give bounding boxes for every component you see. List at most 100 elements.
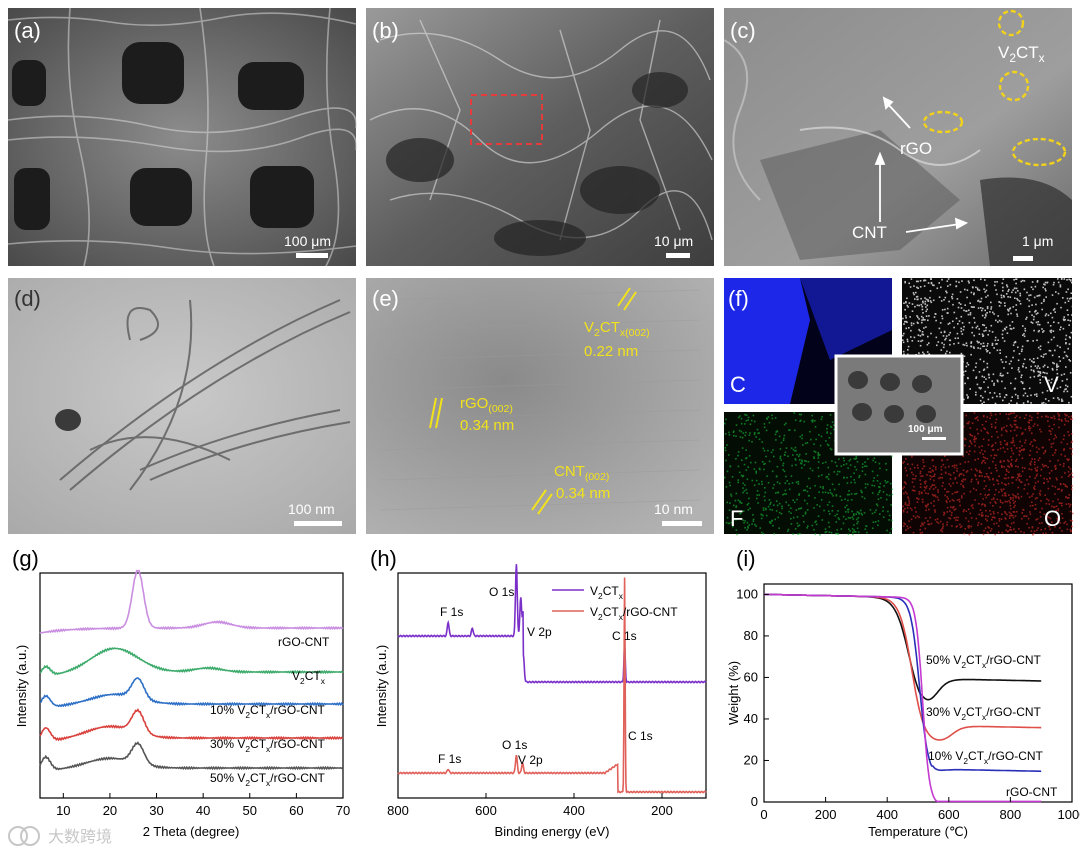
rgo-lattice-label: rGO(002)​ bbox=[460, 395, 513, 415]
panel-d-image bbox=[8, 278, 356, 534]
panel-b-letter: (b) bbox=[372, 18, 399, 43]
panel-b: (b) 10 μm bbox=[366, 8, 714, 266]
chart-g-ylabel: Intensity (a.u.) bbox=[14, 645, 29, 727]
xrd-tick-label: 50 bbox=[243, 803, 257, 818]
watermark: 大数跨境 bbox=[8, 826, 112, 846]
xrd-series-label: V2​CTx​ bbox=[292, 669, 326, 686]
vctx-lattice-spacing: 0.22 nm bbox=[584, 343, 638, 360]
panel-e: V2​CTx(002)​ 0.22 nm rGO(002)​ 0.34 nm C… bbox=[366, 278, 714, 534]
tga-series-label: 10% V2​CTx​/rGO-CNT bbox=[928, 749, 1044, 766]
panel-c-scalebar bbox=[1013, 256, 1033, 261]
xrd-tick-label: 30 bbox=[149, 803, 163, 818]
tga-y-tick-label: 20 bbox=[744, 752, 758, 767]
tga-x-tick-label: 600 bbox=[938, 807, 960, 822]
panel-e-scale-text: 10 nm bbox=[654, 501, 693, 517]
chart-h-legend: V2​CTx​ V2​CTx​/rGO-CNT bbox=[552, 584, 678, 622]
chart-h: (h) 800 600 400 200 V2​CTx​ V2​CTx​/rGO-CNT… bbox=[370, 546, 707, 839]
xrd-line bbox=[39, 647, 344, 676]
xrd-tick-label: 60 bbox=[289, 803, 303, 818]
particle bbox=[55, 409, 81, 431]
rgo-lattice-spacing: 0.34 nm bbox=[460, 417, 514, 434]
chart-h-series bbox=[397, 564, 707, 794]
xrd-line bbox=[39, 741, 344, 771]
f-inset-holes bbox=[848, 371, 936, 423]
xps-tick-label: 200 bbox=[651, 803, 673, 818]
tga-y-tick-label: 80 bbox=[744, 628, 758, 643]
cnt-lattice-label: CNT(002)​ bbox=[554, 463, 609, 483]
chart-g-xlabel: 2 Theta (degree) bbox=[143, 824, 240, 839]
panel-f: 100 μm (f) C V F O bbox=[724, 278, 1074, 536]
panel-b-scalebar bbox=[666, 253, 690, 258]
xrd-tick-label: 40 bbox=[196, 803, 210, 818]
panel-e-letter: (e) bbox=[372, 286, 399, 311]
sheet-shadow bbox=[980, 177, 1072, 266]
panel-d-scale-text: 100 nm bbox=[288, 501, 335, 517]
tga-x-tick-label: 800 bbox=[1000, 807, 1022, 822]
porous-holes bbox=[386, 72, 688, 256]
svg-text:C 1s: C 1s bbox=[628, 729, 653, 743]
f-inset-scale: 100 μm bbox=[908, 424, 943, 435]
chart-i-series bbox=[764, 593, 1042, 803]
xps-tick-label: 600 bbox=[475, 803, 497, 818]
c-arrows bbox=[874, 96, 969, 233]
vctx-markers bbox=[922, 9, 1067, 167]
panel-c-scale-text: 1 μm bbox=[1022, 233, 1053, 249]
watermark-text: 大数跨境 bbox=[48, 827, 112, 846]
panel-e-image bbox=[366, 278, 714, 534]
chart-h-xlabel: Binding energy (eV) bbox=[495, 824, 610, 839]
xrd-tick-label: 10 bbox=[56, 803, 70, 818]
chart-h-ticks: 800 600 400 200 bbox=[387, 793, 673, 818]
chart-i-letter: (i) bbox=[736, 546, 756, 571]
xrd-line bbox=[39, 708, 344, 742]
panel-c-letter: (c) bbox=[730, 18, 756, 43]
tga-x-tick-label: 0 bbox=[760, 807, 767, 822]
lattice-fringes bbox=[379, 289, 701, 511]
svg-text:V 2p: V 2p bbox=[527, 625, 552, 639]
xps-tick-label: 800 bbox=[387, 803, 409, 818]
chart-i-ylabel: Weight (%) bbox=[726, 661, 741, 725]
xrd-series-label: 50% V2​CTx​/rGO-CNT bbox=[210, 771, 326, 788]
cnt-lattice-spacing: 0.34 nm bbox=[556, 485, 610, 502]
xps-line bbox=[397, 564, 707, 684]
panel-a-scalebar bbox=[296, 253, 328, 258]
panel-d-scalebar bbox=[294, 521, 342, 526]
chart-g-legend: rGO-CNT V2​CTx​ 10% V2​CTx​/rGO-CNT 30% V2​… bbox=[210, 635, 330, 788]
chart-i-frame bbox=[763, 583, 1073, 803]
chart-h-peaks: F 1s O 1s V 2p C 1s F 1s O 1s V 2p C 1s bbox=[438, 585, 653, 767]
svg-text:F 1s: F 1s bbox=[440, 605, 463, 619]
panel-a: (a) 100 μm bbox=[7, 7, 357, 267]
tga-y-tick-label: 0 bbox=[751, 794, 758, 809]
tga-series-label: 30% V2​CTx​/rGO-CNT bbox=[926, 705, 1042, 722]
chart-h-letter: (h) bbox=[370, 546, 397, 571]
tga-y-tick-label: 40 bbox=[744, 711, 758, 726]
tga-line bbox=[764, 593, 1042, 701]
chart-g: (g) 10 20 30 40 50 60 70 rGO-CNT V2​CTx​ 10% V2​… bbox=[12, 546, 350, 839]
chart-g-series bbox=[39, 569, 344, 771]
chart-i-xlabel: Temperature (℃) bbox=[868, 824, 968, 839]
xrd-series-label: 30% V2​CTx​/rGO-CNT bbox=[210, 737, 326, 754]
panel-c: (c) V2​CTx​ rGO CNT 1 μm bbox=[723, 8, 1072, 266]
tga-x-tick-label: 400 bbox=[876, 807, 898, 822]
svg-text:F 1s: F 1s bbox=[438, 752, 461, 766]
panel-e-scalebar bbox=[662, 521, 702, 526]
chart-h-frame bbox=[397, 572, 707, 799]
tga-series-label: rGO-CNT bbox=[1006, 785, 1058, 799]
svg-text:C 1s: C 1s bbox=[612, 629, 637, 643]
chart-g-letter: (g) bbox=[12, 546, 39, 571]
map-c-label: C bbox=[730, 372, 746, 397]
chart-h-ylabel: Intensity (a.u.) bbox=[374, 645, 389, 727]
tga-y-tick-label: 60 bbox=[744, 669, 758, 684]
xrd-series-label: 10% V2​CTx​/rGO-CNT bbox=[210, 703, 326, 720]
map-v-label: V bbox=[1044, 372, 1059, 397]
svg-text:O 1s: O 1s bbox=[489, 585, 514, 599]
tga-x-tick-label: 200 bbox=[815, 807, 837, 822]
xrd-series-label: rGO-CNT bbox=[278, 635, 330, 649]
panel-b-scale-text: 10 μm bbox=[654, 233, 693, 249]
chart-i-legend: 50% V2​CTx​/rGO-CNT 30% V2​CTx​/rGO-CNT 10… bbox=[926, 653, 1058, 799]
xps-line bbox=[397, 577, 707, 794]
chart-g-ticks: 10 20 30 40 50 60 70 bbox=[56, 793, 350, 818]
